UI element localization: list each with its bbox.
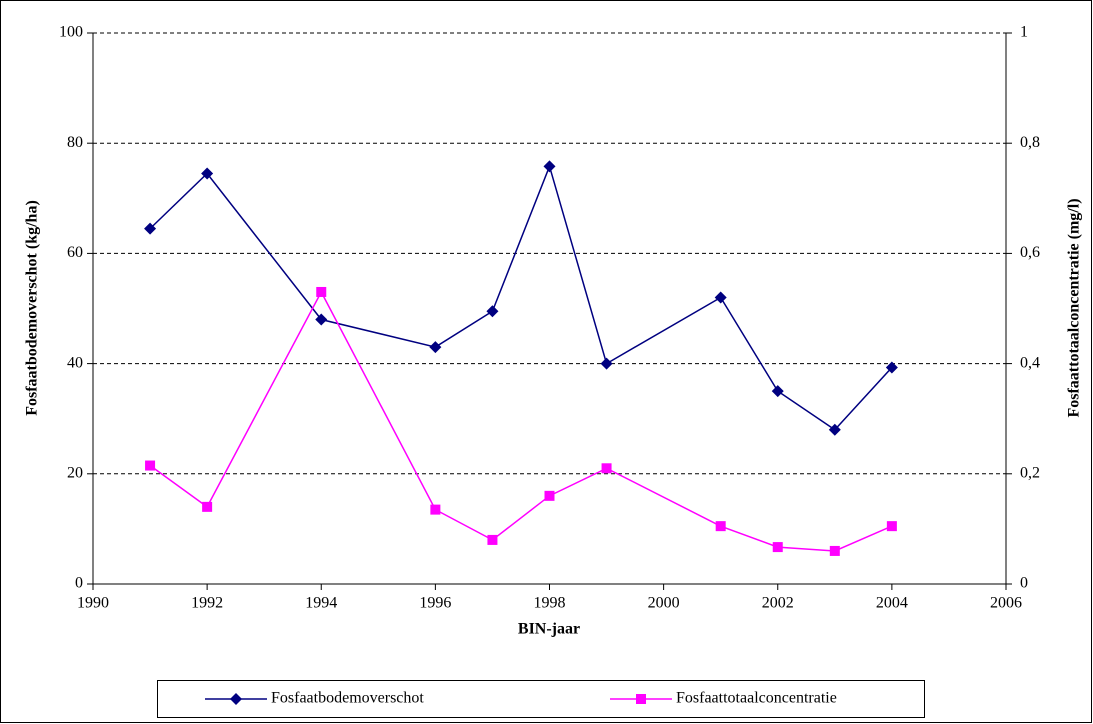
y2-tick-label: 0,2	[1020, 464, 1040, 481]
x-tick-label: 1990	[77, 595, 109, 612]
marker	[771, 385, 784, 398]
marker	[429, 341, 442, 354]
y2-tick-label: 0,8	[1020, 134, 1040, 151]
marker	[487, 534, 498, 545]
x-tick-label: 2004	[876, 595, 908, 612]
marker	[600, 357, 613, 370]
marker	[230, 693, 242, 705]
x-tick-label: 2000	[648, 595, 680, 612]
marker	[315, 313, 328, 326]
y-tick-label: 100	[59, 24, 83, 41]
marker	[829, 545, 840, 556]
marker	[544, 490, 555, 501]
legend-label: Fosfaatbodemoverschot	[271, 690, 424, 707]
y2-axis-title: Fosfaattotaalconcentratie (mg/l)	[1066, 198, 1083, 417]
x-tick-label: 1992	[191, 595, 223, 612]
y2-tick-label: 1	[1020, 24, 1028, 41]
y2-tick-label: 0,4	[1020, 354, 1040, 371]
marker	[828, 423, 841, 436]
marker	[772, 542, 783, 553]
marker	[714, 291, 727, 304]
marker	[601, 463, 612, 474]
x-tick-label: 1994	[305, 595, 337, 612]
marker	[202, 501, 213, 512]
y-tick-label: 60	[67, 244, 83, 261]
marker	[715, 521, 726, 532]
y-tick-label: 0	[75, 575, 83, 592]
marker	[145, 460, 156, 471]
marker	[430, 504, 441, 515]
marker	[486, 305, 499, 318]
legend-label: Fosfaattotaalconcentratie	[676, 690, 837, 707]
marker	[316, 286, 327, 297]
x-tick-label: 1996	[419, 595, 451, 612]
marker	[201, 167, 214, 180]
y-axis-title: Fosfaatbodemoverschot (kg/ha)	[24, 200, 41, 416]
marker	[144, 222, 157, 235]
y-tick-label: 20	[67, 464, 83, 481]
y2-tick-label: 0	[1020, 575, 1028, 592]
y-tick-label: 80	[67, 134, 83, 151]
marker	[886, 521, 897, 532]
x-axis-title: BIN-jaar	[518, 621, 580, 638]
y2-tick-label: 0,6	[1020, 244, 1040, 261]
legend-box	[157, 680, 925, 718]
x-tick-label: 2002	[762, 595, 794, 612]
marker	[885, 361, 898, 374]
y-tick-label: 40	[67, 354, 83, 371]
x-tick-label: 1998	[534, 595, 566, 612]
marker	[636, 694, 646, 704]
marker	[543, 160, 556, 173]
x-tick-label: 2006	[990, 595, 1022, 612]
